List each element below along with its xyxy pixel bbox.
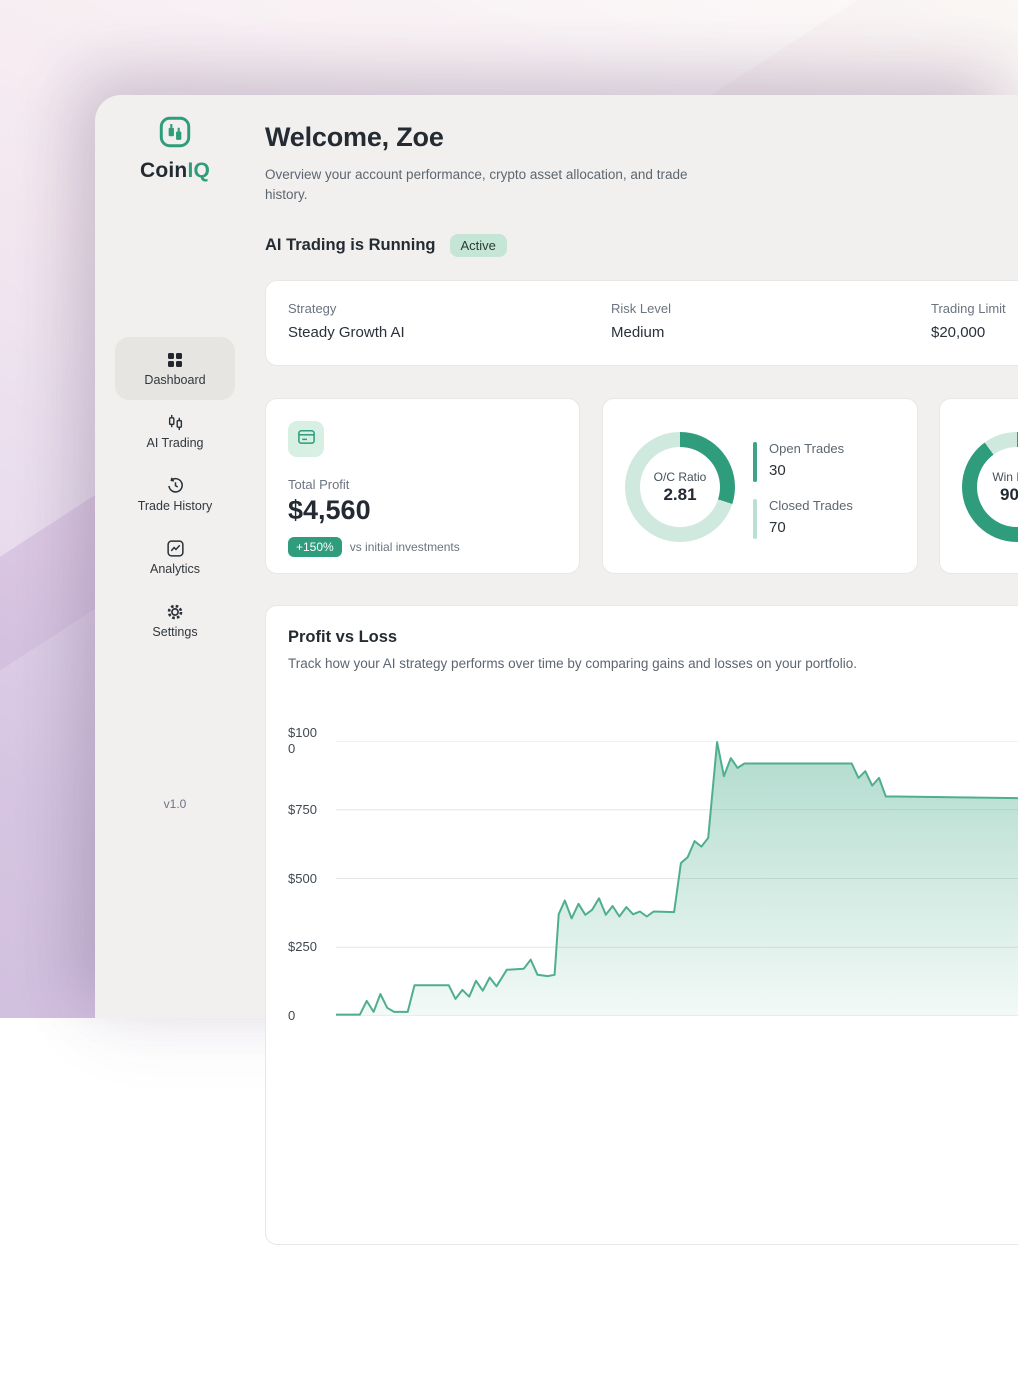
y-axis-tick-label: 0 — [288, 1008, 296, 1023]
history-icon — [167, 477, 184, 495]
brand-name: CoinIQ — [139, 159, 211, 182]
profit-vs-loss-card: Profit vs Loss Track how your AI strateg… — [265, 605, 1018, 1245]
donut-center-text: Win Rate 90% — [962, 432, 1018, 542]
field-value: Steady Growth AI — [288, 324, 405, 341]
y-axis-tick-label: $250 — [288, 939, 317, 955]
wallet-icon — [297, 427, 316, 451]
sidebar-item-ai-trading[interactable]: AI Trading — [115, 400, 235, 463]
page-title: Welcome, Zoe — [265, 122, 444, 152]
donut-center-text: O/C Ratio 2.81 — [625, 432, 735, 542]
brand-logo: CoinIQ — [95, 113, 255, 183]
win-rate-card: Win Rate 90% — [939, 398, 1018, 574]
oc-ratio-legend: Open Trades 30 Closed Trades 70 — [753, 441, 853, 555]
y-axis-tick-label: $1000 — [288, 725, 317, 756]
donut-value: 90% — [999, 484, 1018, 504]
risk-level-field: Risk Level Medium — [611, 301, 671, 341]
ai-status-title: AI Trading is Running — [265, 236, 436, 254]
profit-loss-area-chart — [336, 740, 1018, 1017]
field-value: $20,000 — [931, 324, 986, 341]
profit-percent-badge: +150% — [288, 537, 342, 557]
total-profit-value: $4,560 — [288, 495, 371, 525]
candlestick-icon — [167, 414, 184, 432]
legend-item-closed-trades: Closed Trades 70 — [753, 498, 853, 540]
y-axis-tick-label: $750 — [288, 801, 317, 817]
ai-status-row: AI Trading is Running Active — [265, 234, 507, 257]
sidebar-nav: Dashboard AI Trading — [95, 337, 255, 652]
oc-ratio-card: O/C Ratio 2.81 Open Trades 30 Closed Tra… — [602, 398, 918, 574]
gear-icon — [166, 603, 184, 621]
legend-label: Open Trades — [769, 441, 845, 456]
active-status-badge: Active — [449, 234, 507, 257]
total-profit-badge-row: +150% vs initial investments — [288, 537, 460, 557]
page-subtitle: Overview your account performance, crypt… — [265, 167, 688, 202]
desktop: { "colors": { "accent": "#2f9c7c", "acce… — [0, 0, 1018, 1245]
grid-icon — [167, 351, 183, 369]
wallet-icon-tile — [288, 421, 324, 457]
sidebar-item-analytics[interactable]: Analytics — [115, 526, 235, 589]
field-label: Strategy — [288, 301, 337, 316]
sidebar-item-settings[interactable]: Settings — [115, 589, 235, 652]
coiniq-logo-icon — [156, 113, 194, 156]
app-version: v1.0 — [163, 797, 187, 811]
total-profit-label: Total Profit — [288, 477, 350, 492]
chart-subtitle: Track how your AI strategy performs over… — [288, 656, 858, 671]
strategy-field: Strategy Steady Growth AI — [288, 301, 405, 341]
win-rate-donut-chart: Win Rate 90% — [962, 432, 1018, 542]
analytics-icon — [166, 540, 184, 558]
legend-label: Closed Trades — [769, 498, 853, 513]
trading-limit-field: Trading Limit $20,000 — [931, 301, 1006, 341]
field-label: Trading Limit — [931, 301, 1006, 316]
app-window: CoinIQ Dashboard AI — [95, 95, 1018, 1245]
profit-badge-note: vs initial investments — [349, 540, 460, 554]
chart-title: Profit vs Loss — [288, 628, 398, 646]
legend-value: 70 — [769, 519, 786, 536]
sidebar-item-dashboard[interactable]: Dashboard — [115, 337, 235, 400]
field-value: Medium — [611, 324, 665, 341]
sidebar-item-label: Analytics — [149, 561, 201, 576]
sidebar-item-label: Trade History — [137, 498, 213, 513]
total-profit-card: Total Profit $4,560 +150% vs initial inv… — [265, 398, 580, 574]
donut-label: O/C Ratio — [653, 469, 707, 484]
sidebar-item-trade-history[interactable]: Trade History — [115, 463, 235, 526]
y-axis-tick-label: $500 — [288, 870, 317, 886]
sidebar-item-label: AI Trading — [146, 435, 204, 450]
strategy-summary-card: Strategy Steady Growth AI Risk Level Med… — [265, 280, 1018, 366]
sidebar: CoinIQ Dashboard AI — [95, 95, 255, 1018]
donut-value: 2.81 — [663, 484, 697, 504]
legend-bar — [753, 499, 757, 539]
sidebar-item-label: Dashboard — [144, 372, 206, 387]
oc-ratio-donut-chart: O/C Ratio 2.81 — [625, 432, 735, 542]
donut-label: Win Rate — [992, 469, 1018, 484]
sidebar-item-label: Settings — [152, 624, 198, 639]
area-chart-plot — [336, 740, 1018, 1017]
legend-item-open-trades: Open Trades 30 — [753, 441, 853, 483]
field-label: Risk Level — [611, 301, 671, 316]
legend-value: 30 — [769, 462, 786, 479]
legend-bar — [753, 442, 757, 482]
